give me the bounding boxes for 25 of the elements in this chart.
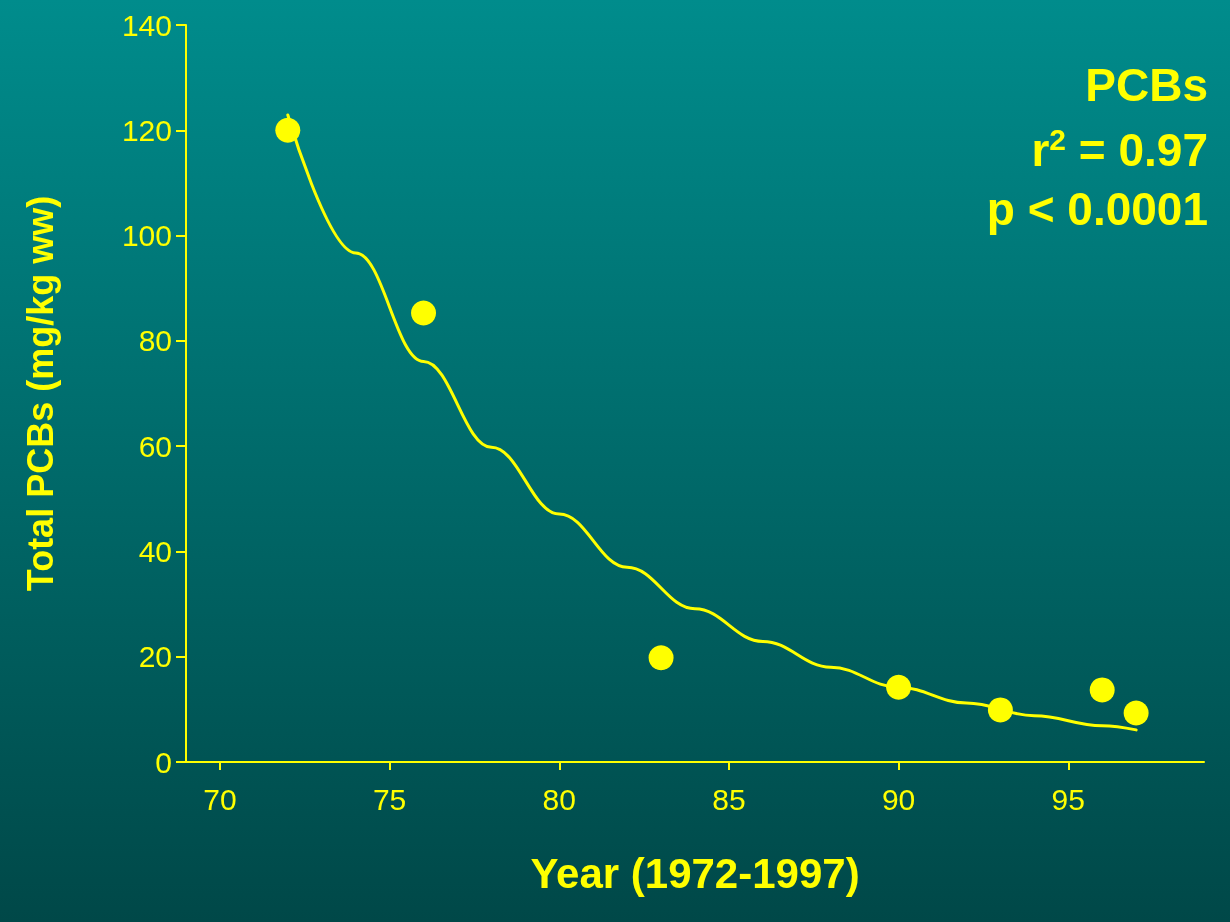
x-tick-label: 75 [372, 782, 407, 816]
x-axis-title: Year (1972-1997) [530, 849, 860, 897]
point [886, 674, 912, 700]
annotation: p < 0.0001 [986, 183, 1208, 235]
y-tick-label: 0 [155, 745, 172, 779]
y-tick-label: 20 [138, 640, 172, 674]
point [648, 645, 674, 671]
point [275, 117, 301, 143]
point [1089, 677, 1115, 703]
x-tick-label: 95 [1051, 782, 1085, 816]
y-tick-label: 60 [138, 429, 172, 463]
y-tick-label: 100 [121, 219, 172, 253]
x-tick-label: 70 [203, 782, 237, 816]
point [411, 300, 437, 326]
x-tick-label: 80 [542, 782, 576, 816]
y-tick-label: 40 [138, 534, 172, 568]
x-tick-label: 85 [712, 782, 746, 816]
y-tick-label: 80 [138, 324, 172, 358]
y-tick-label: 140 [121, 8, 172, 42]
point [987, 697, 1013, 723]
y-tick-label: 120 [121, 113, 172, 147]
annotation: PCBs [1085, 59, 1209, 111]
x-tick-label: 90 [881, 782, 916, 816]
y-axis-title: Total PCBs (mg/kg ww) [19, 195, 61, 592]
point [1123, 700, 1149, 726]
